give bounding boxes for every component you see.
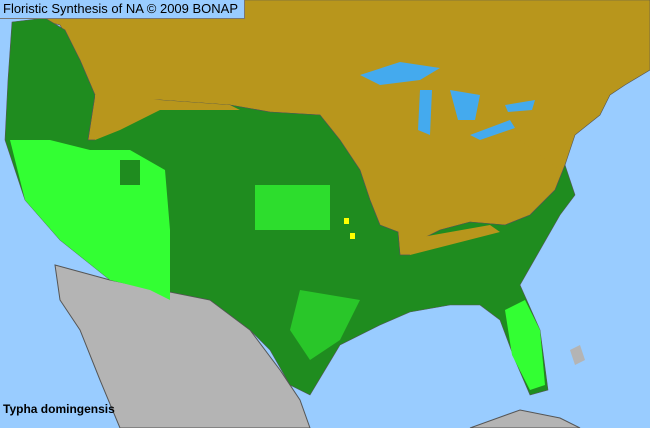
midwest-olive	[420, 140, 560, 225]
kansas-light-green-spots	[255, 185, 330, 230]
texas-light-green-spots	[290, 290, 360, 360]
tennessee-olive	[405, 225, 500, 255]
lake-ontario	[505, 100, 535, 112]
cuba	[469, 409, 581, 428]
yellow-county	[344, 218, 349, 224]
lake-huron	[450, 90, 480, 120]
montana-olive	[95, 95, 240, 140]
florida-light-green	[505, 300, 545, 390]
lake-michigan	[418, 90, 432, 135]
lake-erie	[470, 120, 515, 140]
lake-superior	[360, 62, 440, 85]
bahamas	[570, 345, 585, 365]
yellow-county	[350, 233, 355, 239]
great-salt-lake-area	[120, 160, 140, 185]
map-title: Floristic Synthesis of NA © 2009 BONAP	[0, 0, 246, 19]
species-name: Typha domingensis	[3, 402, 115, 416]
